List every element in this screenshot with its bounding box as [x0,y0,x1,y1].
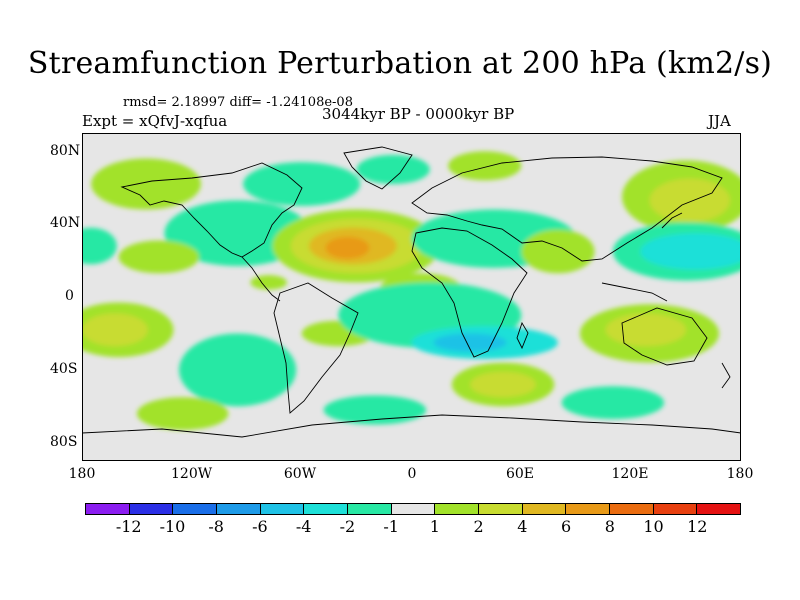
colorbar-tick-label: 2 [473,517,484,536]
contour-region [561,386,665,420]
contour-region [356,154,430,185]
colorbar-swatch [173,504,218,514]
experiment-label: Expt = xQfvJ-xqfua [82,112,228,130]
lon-tick-label: 60W [283,466,317,482]
lat-tick-label: 80N [50,143,81,159]
coast-australia [621,307,708,366]
lat-tick-label: 0 [65,288,74,304]
coast-japan [661,212,683,229]
colorbar-tick-label: -12 [115,517,142,536]
colorbar-tick-label: -6 [252,517,268,536]
coast-africa [411,227,528,358]
colorbar-tick-label: 12 [687,517,708,536]
stats-text: rmsd= 2.18997 diff= -1.24108e-08 [123,95,353,110]
lon-tick-label: 120E [611,466,649,482]
contour-region [433,333,507,352]
lon-tick-label: 180 [68,466,96,482]
colorbar [85,503,741,515]
colorbar-tick-label: 8 [604,517,615,536]
contour-region [136,397,229,431]
colorbar-swatch [479,504,523,514]
colorbar-swatch [129,504,174,514]
contour-region [323,395,427,425]
season-label: JJA [708,112,731,130]
colorbar-tick-label: 6 [560,517,572,536]
map-frame [82,133,741,461]
lat-tick-label: 40N [50,215,81,231]
colorbar-tick-label: 4 [517,517,528,536]
contour-region [521,229,595,274]
colorbar-swatch [566,504,611,514]
colorbar-tick-label: -10 [159,517,186,536]
lat-tick-label: 80S [50,434,78,450]
colorbar-swatch [435,504,480,514]
colorbar-swatch [391,504,436,514]
colorbar-tick-label: -1 [383,517,399,536]
colorbar-swatch [86,504,130,514]
contour-region [82,227,117,265]
contour-region [649,178,731,223]
contour-region [640,233,741,270]
contour-region [250,275,288,290]
coast-south-america [273,282,359,414]
period-label: 3044kyr BP - 0000kyr BP [322,105,515,123]
contour-region [605,313,687,347]
contour-region [470,371,536,398]
lon-tick-label: 180 [726,466,754,482]
lon-tick-label: 120W [171,466,213,482]
colorbar-swatch [522,504,567,514]
colorbar-swatch [697,504,741,514]
contour-region [82,313,148,347]
contour-regions [82,151,741,431]
colorbar-tick-label: -2 [339,517,356,536]
colorbar-swatch [610,504,654,514]
contour-region [118,240,200,274]
lat-tick-label: 40S [50,361,78,377]
contour-region [179,333,297,407]
contour-region [91,158,201,210]
coast-new-zealand [721,362,731,389]
colorbar-swatch [653,504,698,514]
colorbar-tick-label: -4 [295,517,312,536]
colorbar-swatch [260,504,305,514]
lon-tick-label: 0 [407,466,417,482]
coast-greenland [343,146,413,190]
contour-region [448,151,522,181]
coast-north-america [120,162,303,258]
colorbar-swatch [304,504,349,514]
coast-antarctica [82,414,741,438]
coast-eurasia [411,156,723,262]
contour-region [243,162,361,206]
colorbar-swatch [348,504,392,514]
lon-tick-label: 60E [505,466,535,482]
colorbar-tick-label: -8 [208,517,224,536]
coast-central-america [241,256,281,302]
streamfunction-map [82,133,741,461]
coast-madagascar [516,321,529,350]
contour-region [325,236,370,259]
colorbar-swatch [217,504,261,514]
coast-indonesia [601,282,668,302]
colorbar-tick-label: 1 [429,517,440,536]
coastlines [82,146,741,438]
plot-title: Streamfunction Perturbation at 200 hPa (… [27,46,773,81]
colorbar-tick-label: 10 [643,517,664,536]
